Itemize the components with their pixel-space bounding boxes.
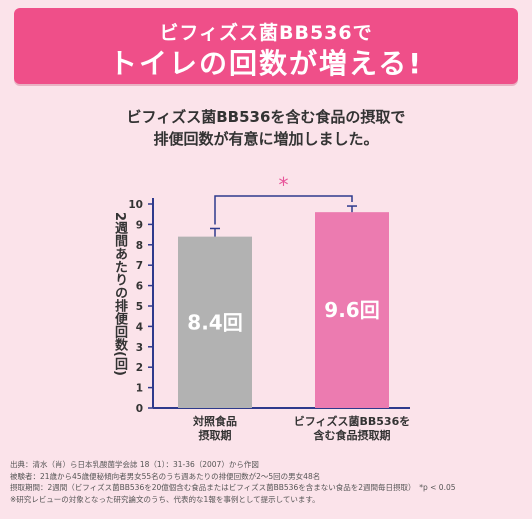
banner-line-2: トイレの回数が増える!	[109, 47, 423, 80]
significance-bracket	[214, 195, 353, 225]
subtitle-line-1: ビフィズス菌BB536を含む食品の摂取で	[126, 108, 406, 126]
bar-value-label-0: 8.4回	[187, 310, 242, 334]
y-tick-label-4: 4	[136, 321, 143, 333]
significance-marker: *	[279, 173, 289, 197]
y-axis-label: 2週間あたりの排便回数(回)	[112, 212, 127, 376]
y-tick-label-10: 10	[128, 199, 143, 211]
footnote-source: 出典：清水（肖）ら日本乳酸菌学会誌 18（1）：31-36（2007）から作図	[10, 460, 259, 469]
subtitle-line-2: 排便回数が有意に増加しました。	[153, 130, 379, 148]
y-tick-label-1: 1	[136, 383, 143, 395]
y-tick-label-0: 0	[136, 403, 143, 415]
footnote-review: ※研究レビューの対象となった研究論文のうち、代表的な1報を事例として提示していま…	[10, 494, 320, 504]
y-tick-label-6: 6	[136, 281, 143, 293]
y-tick-label-8: 8	[136, 240, 143, 252]
y-tick-label-7: 7	[136, 260, 143, 272]
bar-1	[315, 212, 389, 408]
footnote-subjects: 被験者：21歳から45歳便秘傾向者男女55名のうち週あたりの排便回数が2〜5回の…	[10, 471, 321, 481]
category-label-1-1: 含む食品摂取期	[313, 428, 391, 442]
footnote-period: 摂取期間：2週間（ビフィズス菌BB536を20億個含む食品またはビフィズス菌BB…	[10, 483, 456, 492]
category-label-1-0: ビフィズス菌BB536を	[294, 414, 411, 428]
bar-value-label-1: 9.6回	[324, 298, 379, 322]
y-tick-label-3: 3	[136, 342, 143, 354]
chart-subtitle: ビフィズス菌BB536を含む食品の摂取で 排便回数が有意に増加しました。	[0, 106, 532, 150]
y-tick-label-2: 2	[136, 362, 143, 374]
y-tick-label-5: 5	[136, 301, 143, 313]
banner-line-1: ビフィズス菌BB536で	[159, 22, 373, 44]
category-label-0-0: 対照食品	[192, 414, 237, 428]
footnotes: 出典：清水（肖）ら日本乳酸菌学会誌 18（1）：31-36（2007）から作図 …	[10, 459, 530, 505]
y-tick-label-9: 9	[136, 219, 143, 231]
headline-banner: ビフィズス菌BB536で トイレの回数が増える!	[14, 8, 518, 84]
bar-0	[178, 236, 252, 408]
category-label-0-1: 摂取期	[199, 428, 232, 442]
